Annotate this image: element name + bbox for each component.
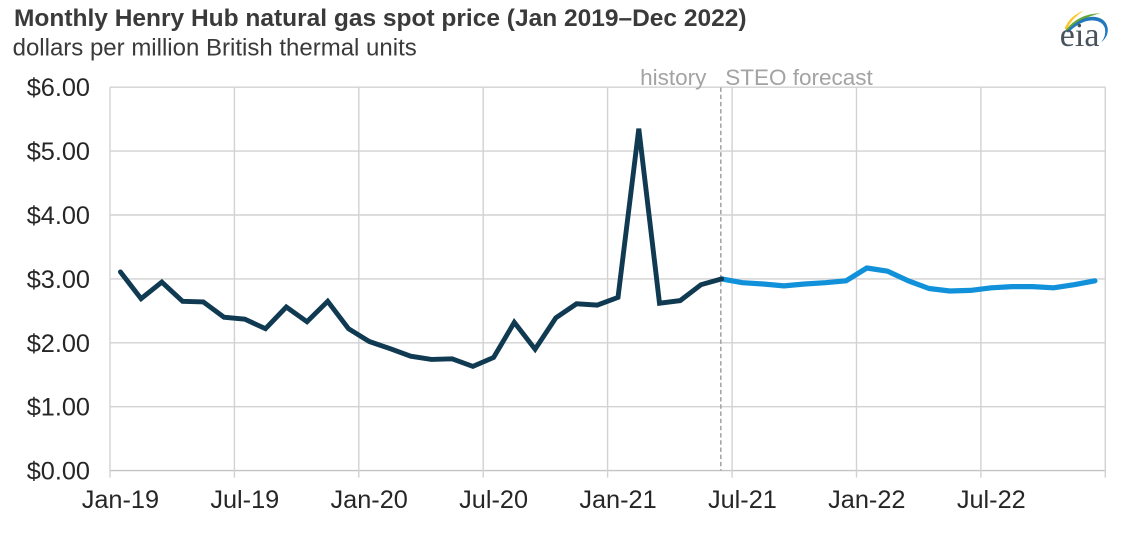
svg-text:Jul-19: Jul-19 [210, 486, 279, 514]
svg-text:Jul-22: Jul-22 [957, 486, 1026, 514]
svg-text:history: history [640, 65, 707, 90]
svg-text:Jan-19: Jan-19 [82, 486, 159, 514]
svg-text:$5.00: $5.00 [27, 138, 90, 166]
svg-text:Jan-20: Jan-20 [331, 486, 408, 514]
svg-text:$1.00: $1.00 [27, 394, 90, 422]
svg-text:Jan-21: Jan-21 [579, 486, 656, 514]
svg-text:$3.00: $3.00 [27, 266, 90, 294]
svg-text:Jul-20: Jul-20 [459, 486, 528, 514]
svg-text:$0.00: $0.00 [27, 458, 90, 486]
svg-text:Monthly Henry Hub natural gas: Monthly Henry Hub natural gas spot price… [14, 5, 747, 32]
svg-text:dollars per million British th: dollars per million British thermal unit… [13, 35, 417, 62]
svg-text:$2.00: $2.00 [27, 330, 90, 358]
svg-text:STEO forecast: STEO forecast [725, 65, 873, 90]
svg-text:$4.00: $4.00 [27, 202, 90, 230]
svg-text:Jan-22: Jan-22 [828, 486, 905, 514]
svg-text:eia: eia [1060, 17, 1100, 54]
svg-text:$6.00: $6.00 [27, 74, 90, 102]
svg-text:Jul-21: Jul-21 [708, 486, 777, 514]
